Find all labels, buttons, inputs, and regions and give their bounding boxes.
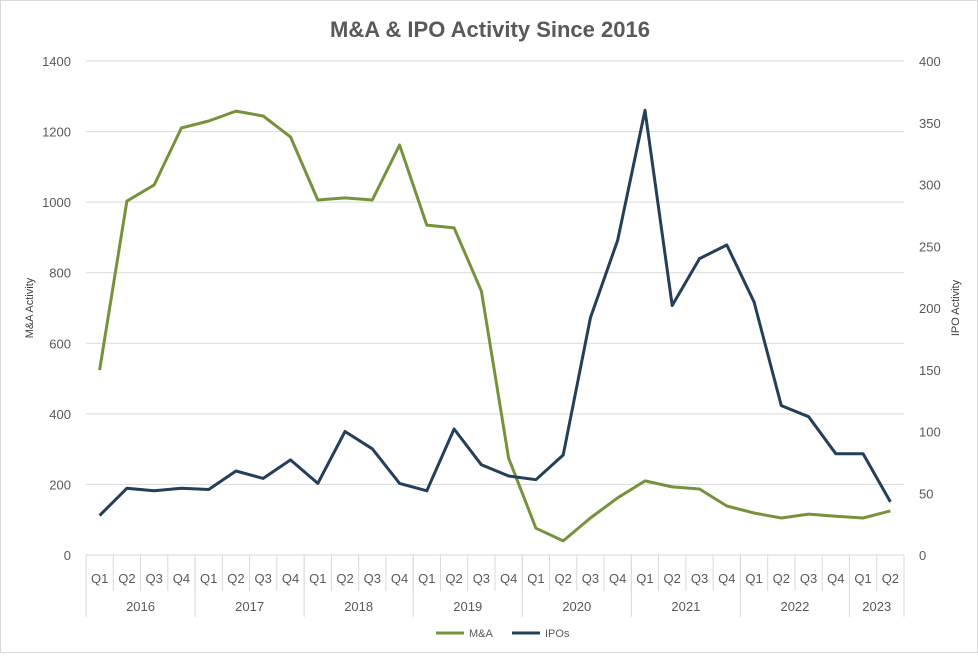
x-tick-label: Q1 — [636, 571, 653, 586]
year-label: 2021 — [671, 599, 700, 614]
y2-tick-label: 350 — [919, 116, 941, 131]
x-tick-label: Q2 — [664, 571, 681, 586]
year-label: 2022 — [780, 599, 809, 614]
x-tick-label: Q4 — [282, 571, 299, 586]
x-tick-label: Q2 — [118, 571, 135, 586]
x-tick-label: Q4 — [718, 571, 735, 586]
y-tick-label: 0 — [64, 548, 71, 563]
y2-tick-label: 250 — [919, 239, 941, 254]
x-tick-label: Q2 — [882, 571, 899, 586]
year-label: 2023 — [862, 599, 891, 614]
y-tick-label: 1200 — [42, 125, 71, 140]
x-tick-label: Q4 — [609, 571, 626, 586]
y2-tick-label: 100 — [919, 425, 941, 440]
y2-tick-label: 200 — [919, 301, 941, 316]
x-tick-label: Q2 — [773, 571, 790, 586]
year-label: 2018 — [344, 599, 373, 614]
x-tick-label: Q4 — [827, 571, 844, 586]
x-tick-label: Q3 — [364, 571, 381, 586]
x-tick-label: Q3 — [255, 571, 272, 586]
y-tick-label: 200 — [49, 477, 71, 492]
x-tick-label: Q3 — [473, 571, 490, 586]
y-tick-label: 1400 — [42, 54, 71, 69]
x-tick-label: Q1 — [418, 571, 435, 586]
y-tick-label: 600 — [49, 336, 71, 351]
chart-title: M&A & IPO Activity Since 2016 — [330, 17, 650, 42]
y2-tick-label: 300 — [919, 178, 941, 193]
series-line-ipos — [98, 108, 892, 517]
x-tick-label: Q1 — [309, 571, 326, 586]
legend-label: M&A — [469, 628, 494, 640]
y-tick-label: 1000 — [42, 195, 71, 210]
year-label: 2020 — [562, 599, 591, 614]
series-line-m-a — [98, 109, 891, 543]
x-tick-label: Q4 — [173, 571, 190, 586]
x-tick-label: Q4 — [391, 571, 408, 586]
y-axis-title: M&A Activity — [24, 277, 36, 338]
year-label: 2017 — [235, 599, 264, 614]
y2-tick-label: 400 — [919, 54, 941, 69]
year-label: 2016 — [126, 599, 155, 614]
x-tick-label: Q1 — [200, 571, 217, 586]
x-tick-label: Q1 — [854, 571, 871, 586]
y-tick-label: 800 — [49, 266, 71, 281]
y2-tick-label: 150 — [919, 363, 941, 378]
x-tick-label: Q3 — [145, 571, 162, 586]
x-tick-label: Q1 — [91, 571, 108, 586]
y2-tick-label: 50 — [919, 486, 933, 501]
x-tick-label: Q3 — [582, 571, 599, 586]
x-tick-label: Q2 — [336, 571, 353, 586]
x-tick-label: Q4 — [500, 571, 517, 586]
x-tick-label: Q3 — [800, 571, 817, 586]
x-tick-label: Q2 — [554, 571, 571, 586]
x-tick-label: Q2 — [227, 571, 244, 586]
x-tick-label: Q2 — [445, 571, 462, 586]
x-tick-label: Q1 — [527, 571, 544, 586]
year-label: 2019 — [453, 599, 482, 614]
y-tick-label: 400 — [49, 407, 71, 422]
y2-tick-label: 0 — [919, 548, 926, 563]
legend-label: IPOs — [545, 628, 570, 640]
x-tick-label: Q1 — [745, 571, 762, 586]
y2-axis-title: IPO Activity — [950, 279, 962, 336]
x-tick-label: Q3 — [691, 571, 708, 586]
